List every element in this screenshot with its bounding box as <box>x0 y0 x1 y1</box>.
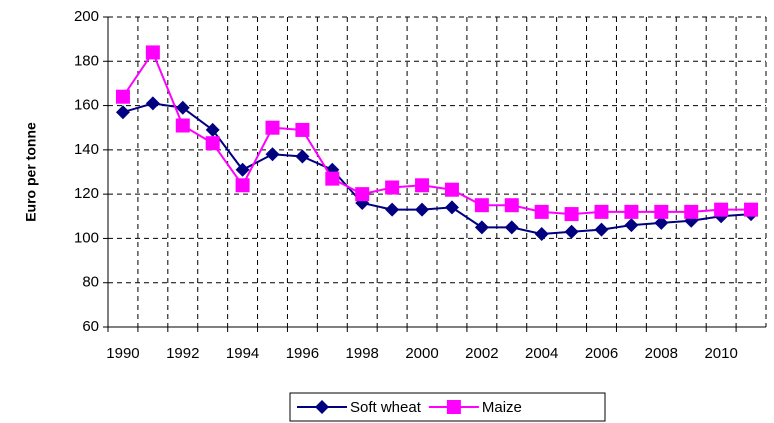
data-point <box>654 215 669 230</box>
data-point <box>295 122 310 137</box>
data-point <box>265 147 280 162</box>
data-point <box>385 202 400 217</box>
data-point <box>444 182 459 197</box>
x-tick-label: 1992 <box>166 345 199 362</box>
series-line <box>122 50 752 216</box>
x-tick-label: 2002 <box>465 345 498 362</box>
data-point <box>325 171 340 186</box>
legend-label: Maize <box>482 399 522 416</box>
data-point <box>474 220 489 235</box>
data-point <box>624 204 639 219</box>
x-tick-label: 1994 <box>226 345 259 362</box>
data-point <box>594 204 609 219</box>
y-tick-label: 100 <box>74 229 99 246</box>
data-point <box>175 100 190 115</box>
data-point <box>115 89 130 104</box>
data-point <box>504 198 519 213</box>
x-tick-label: 1996 <box>286 345 319 362</box>
data-point <box>355 187 370 202</box>
legend-marker <box>315 400 329 414</box>
y-tick-label: 200 <box>74 8 99 25</box>
data-point <box>594 222 609 237</box>
x-tick-label: 2004 <box>525 345 558 362</box>
x-tick-label: 2006 <box>585 345 618 362</box>
data-point <box>534 227 549 241</box>
legend: Soft wheat Maize <box>289 392 606 422</box>
data-point <box>744 202 759 217</box>
data-point <box>444 200 459 215</box>
data-point <box>265 120 280 135</box>
data-point <box>175 118 190 133</box>
series-line <box>122 102 752 236</box>
data-point <box>415 202 430 217</box>
data-point <box>504 220 519 235</box>
data-point <box>385 180 400 195</box>
data-point <box>564 224 579 239</box>
data-point <box>624 218 639 233</box>
data-point <box>145 96 160 111</box>
y-tick-label: 80 <box>82 274 99 291</box>
data-point <box>235 178 250 193</box>
data-point <box>115 105 130 120</box>
data-point <box>415 178 430 193</box>
x-tick-label: 1998 <box>346 345 379 362</box>
data-point <box>684 204 699 219</box>
y-tick-label: 60 <box>82 318 99 335</box>
data-point <box>205 136 220 151</box>
data-point <box>654 204 669 219</box>
data-point <box>145 45 160 60</box>
data-point <box>235 162 250 177</box>
legend-marker <box>446 400 461 414</box>
data-point <box>714 202 729 217</box>
x-tick-label: 1990 <box>106 345 139 362</box>
data-point <box>205 122 220 137</box>
data-point <box>474 198 489 213</box>
legend-label: Soft wheat <box>350 399 422 416</box>
x-tick-label: 2008 <box>645 345 678 362</box>
y-axis-label: Euro per tonne <box>23 122 39 222</box>
y-tick-label: 120 <box>74 185 99 202</box>
data-point <box>564 207 579 222</box>
x-tick-label: 2000 <box>405 345 438 362</box>
y-tick-label: 160 <box>74 97 99 114</box>
y-tick-label: 180 <box>74 52 99 69</box>
data-point <box>295 149 310 164</box>
data-point <box>534 204 549 219</box>
x-tick-label: 2010 <box>704 345 737 362</box>
y-tick-label: 140 <box>74 141 99 158</box>
